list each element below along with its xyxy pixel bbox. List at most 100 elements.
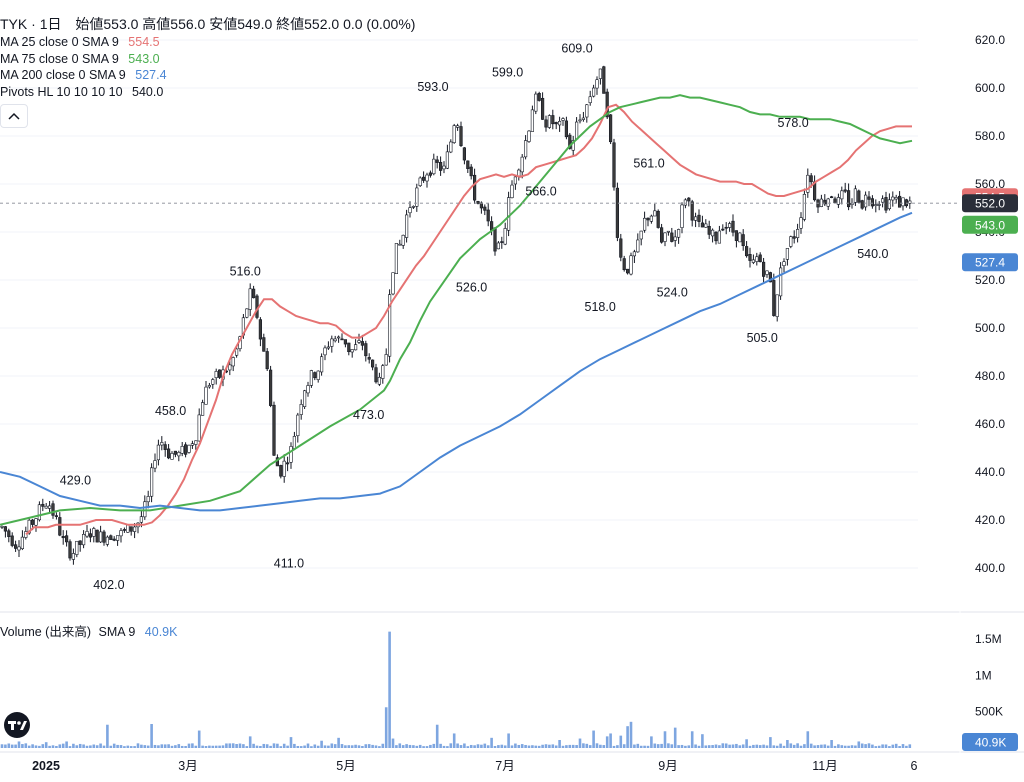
volume-bar [119,745,123,748]
indicator-label: Pivots HL 10 10 10 10 [0,84,123,99]
indicator-ma75[interactable]: MA 75 close 0 SMA 9 543.0 [0,51,415,68]
volume-bar [656,744,660,748]
candle-body [360,341,365,346]
volume-bar [279,746,283,748]
volume-bar [894,743,898,748]
pivot-label: 593.0 [417,80,448,94]
price-badge-label: 543.0 [975,218,1005,232]
ohlc-values: 始値553.0 高値556.0 安値549.0 終値552.0 0.0 (0.0… [75,16,416,32]
volume-legend[interactable]: Volume (出来高) SMA 9 40.9K [0,621,177,640]
volume-bar [847,745,850,748]
volume-bar [58,744,62,748]
volume-bar [112,743,116,748]
price-axis[interactable]: 400.0420.0440.0460.0480.0500.0520.0540.0… [975,33,1005,575]
volume-bar [748,745,752,748]
volume-bar [65,741,68,748]
volume-bar [714,744,718,748]
volume-bar [463,743,466,748]
tradingview-logo[interactable] [2,712,32,738]
time-axis[interactable]: 2025 3月 5月 7月 9月 11月 6 [32,759,917,773]
collapse-legend-button[interactable] [0,104,28,128]
candle-body [792,236,796,239]
volume-bar [792,744,796,748]
volume-bar [639,745,643,748]
symbol-name[interactable]: TYK [0,16,28,32]
volume-bar [259,745,262,748]
indicator-value: 554.5 [128,35,160,49]
volume-bar [68,746,72,748]
volume-bar [548,744,551,748]
candle-body [863,194,868,208]
volume-bar [10,744,14,748]
volume-bar [609,733,612,748]
candle-body [744,246,749,257]
candle-body [262,337,266,352]
candle-body [588,96,592,104]
candle-body [704,223,708,228]
volume-bar [102,745,106,748]
volume-bar [605,736,609,748]
volume-bar [201,745,204,748]
candle-body [469,166,473,177]
volume-bar [153,744,157,748]
volume-bar [72,743,75,748]
candle-body [408,207,412,214]
volume-bar [653,743,657,748]
indicator-ma200[interactable]: MA 200 close 0 SMA 9 527.4 [0,67,415,84]
candle-body [214,371,218,379]
volume-axis[interactable]: 500K 1M 1.5M [975,632,1003,719]
volume-bar [214,745,218,748]
indicator-ma25[interactable]: MA 25 close 0 SMA 9 554.5 [0,34,415,51]
candle-body [340,338,344,341]
volume-bar [466,746,470,748]
candle-body [585,104,589,118]
candle-body [761,261,766,277]
volume-bar [690,731,694,748]
volume-bar [667,743,670,748]
volume-bar [395,745,398,748]
volume-bar [660,743,663,748]
price-badge [962,215,1018,234]
volume-bar [898,746,901,748]
candles [0,65,912,565]
symbol-header[interactable]: TYK · 1日 始値553.0 高値556.0 安値549.0 終値552.0… [0,14,415,34]
indicator-pivots[interactable]: Pivots HL 10 10 10 10 540.0 [0,84,415,101]
volume-bar [823,744,827,748]
volume-bar [78,743,82,748]
candle-body [656,210,660,228]
volume-bar [752,744,755,748]
candle-body [697,214,701,222]
volume-bar [772,745,776,748]
interval-label[interactable]: 1日 [39,16,62,32]
candle-body [153,460,157,469]
volume-bar [391,738,395,748]
volume-bar [704,745,708,748]
candle-body [765,270,769,275]
volume-bar [769,737,772,748]
candle-body [605,91,609,118]
volume-bar [316,745,320,748]
candle-body [109,535,113,540]
candle-body [235,348,239,356]
volume-bar [398,743,402,748]
volume-bar [412,745,415,748]
candle-body [187,444,191,453]
candle-body [204,386,208,405]
volume-bar [75,745,79,748]
volume-bar [160,744,164,748]
volume-bar [21,744,24,748]
candle-body [506,197,511,231]
candle-body [493,227,497,252]
candle-body [167,448,171,459]
candle-body [54,515,58,517]
volume-bar [901,744,905,748]
volume-bar [724,743,728,748]
candle-body [489,221,494,231]
candle-body [676,229,681,238]
candle-body [394,243,399,274]
candle-body [122,529,126,531]
volume-bar [483,743,487,748]
